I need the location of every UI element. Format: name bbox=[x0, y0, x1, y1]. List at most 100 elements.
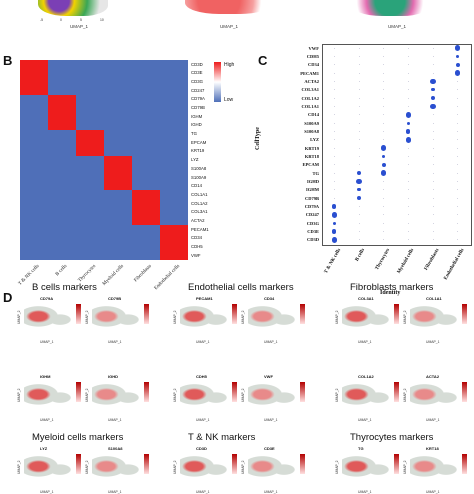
heatmap-row-label: CD79B bbox=[191, 104, 205, 110]
feature-plot-xlabel: UMAP_1 bbox=[426, 418, 440, 422]
feature-plot-xlabel: UMAP_1 bbox=[358, 490, 372, 494]
feature-plot-xlabel: UMAP_1 bbox=[426, 340, 440, 344]
dotplot-dot bbox=[358, 106, 360, 107]
heatmap-row-label: CD247 bbox=[191, 87, 205, 93]
feature-plot-umap bbox=[248, 452, 296, 484]
dotplot-dot bbox=[333, 47, 335, 49]
dotplot-dot bbox=[358, 239, 360, 241]
dotplot-dot bbox=[430, 103, 436, 110]
dotplot-dot bbox=[382, 154, 386, 159]
feature-plot-gene-label: IGHD bbox=[108, 374, 118, 379]
feature-plot-umap bbox=[410, 380, 458, 412]
dotplot-dot bbox=[333, 139, 335, 141]
feature-plot-umap bbox=[342, 452, 390, 484]
dotplot-dot bbox=[407, 189, 409, 191]
dotplot-dot bbox=[407, 89, 409, 91]
dotplot-dot bbox=[407, 64, 409, 66]
feature-plot-colorbar bbox=[394, 454, 399, 474]
dotplot-dot bbox=[380, 145, 387, 151]
heatmap-legend-low: Low bbox=[224, 97, 234, 103]
dotplot-dot bbox=[407, 222, 409, 224]
feature-plot-umap bbox=[248, 302, 296, 334]
umap-group-thumb bbox=[350, 0, 430, 16]
dotplot-dot bbox=[457, 81, 459, 82]
dotplot-gene-label: COL1A2 bbox=[301, 95, 319, 101]
heatmap-row-label: VWF bbox=[191, 252, 201, 258]
heatmap-high-block bbox=[48, 94, 76, 130]
dotplot-dot bbox=[358, 122, 360, 124]
feature-plot-gene-label: TG bbox=[358, 446, 364, 451]
dotplot-dot bbox=[432, 47, 434, 49]
dotplot-dot bbox=[358, 89, 360, 91]
feature-plot-colorbar bbox=[232, 382, 237, 402]
heatmap-row-label: IGHM bbox=[191, 113, 203, 119]
dotplot-dot bbox=[455, 62, 460, 67]
dotplot-dot bbox=[358, 97, 360, 99]
heatmap-row-label: COL1A2 bbox=[191, 200, 208, 206]
dotplot-dot bbox=[457, 139, 459, 141]
feature-plot-umap bbox=[92, 380, 140, 412]
heatmap-row-label: ACTA2 bbox=[191, 218, 205, 224]
dotplot-gene-label: CD3E bbox=[307, 228, 319, 234]
feature-plot-xlabel: UMAP_1 bbox=[358, 418, 372, 422]
dotplot-gene-label: CD3G bbox=[306, 220, 319, 226]
heatmap-legend-high: High bbox=[224, 62, 235, 68]
dotplot-dot bbox=[457, 122, 459, 124]
dotplot-dot bbox=[432, 114, 434, 116]
dotplot-dot bbox=[432, 172, 434, 174]
dotplot-dot bbox=[405, 137, 412, 143]
dotplot-dot bbox=[432, 189, 434, 191]
dotplot-dot bbox=[333, 164, 335, 166]
dotplot-dot bbox=[432, 156, 434, 157]
feature-plot-xlabel: UMAP_1 bbox=[196, 418, 210, 422]
dotplot-dot bbox=[333, 197, 335, 199]
dotplot-dot bbox=[383, 106, 385, 107]
dotplot-dot bbox=[358, 206, 360, 207]
feature-plot-colorbar bbox=[300, 382, 305, 402]
heatmap-high-block bbox=[76, 129, 104, 156]
heatmap-row-label: CD3D bbox=[191, 61, 203, 67]
dotplot-identity-label: B cells bbox=[355, 248, 367, 263]
marker-group-title: Thyrocytes markers bbox=[350, 432, 434, 443]
dotplot-dot bbox=[331, 212, 338, 218]
dotplot-dot bbox=[457, 147, 459, 149]
dotplot-dot bbox=[407, 81, 409, 82]
heatmap-column-label: Thyrocytes bbox=[77, 264, 97, 284]
feature-plot-gene-label: PECAM1 bbox=[196, 296, 213, 301]
feature-plot-colorbar bbox=[76, 454, 81, 474]
heatmap-high-block bbox=[132, 190, 160, 226]
dotplot-gene-label: KRT19 bbox=[304, 145, 319, 151]
dotplot-gene-label: EPCAM bbox=[302, 162, 320, 168]
dotplot-dot bbox=[407, 197, 409, 199]
dotplot-dot bbox=[380, 170, 387, 176]
dotplot-dot bbox=[333, 172, 335, 174]
heatmap-column-label: B cells bbox=[55, 264, 69, 278]
feature-plot-xlabel: UMAP_1 bbox=[108, 418, 122, 422]
feature-plot-ylabel: UMAP_2 bbox=[17, 460, 21, 474]
marker-group-title: T & NK markers bbox=[188, 432, 256, 443]
feature-plot-ylabel: UMAP_2 bbox=[241, 388, 245, 402]
dotplot-dot bbox=[381, 162, 386, 167]
marker-group-title: Fibroblasts markers bbox=[350, 282, 434, 293]
heatmap-high-block bbox=[20, 60, 48, 95]
top-xlabel-2: UMAP_1 bbox=[220, 24, 239, 29]
feature-plot-gene-label: IGHM bbox=[40, 374, 51, 379]
feature-plot-colorbar bbox=[144, 304, 149, 324]
dotplot-dot bbox=[432, 239, 434, 241]
dotplot-dot bbox=[432, 222, 434, 224]
dotplot-dot bbox=[407, 164, 409, 166]
dotplot-dot bbox=[333, 189, 335, 191]
heatmap-row-label: LYZ bbox=[191, 157, 199, 163]
feature-plot-xlabel: UMAP_1 bbox=[108, 340, 122, 344]
heatmap-high-block bbox=[104, 155, 132, 191]
heatmap-column-label: Fibroblasts bbox=[133, 264, 153, 284]
feature-plot-colorbar bbox=[232, 304, 237, 324]
dotplot-dot bbox=[407, 56, 409, 57]
feature-plot-colorbar bbox=[394, 382, 399, 402]
feature-plot-gene-label: CD79B bbox=[108, 296, 122, 301]
dotplot-dot bbox=[430, 96, 436, 101]
feature-plot-gene-label: S100A8 bbox=[108, 446, 123, 451]
dotplot-dot bbox=[432, 214, 434, 216]
dotplot-gene-label: CD34 bbox=[308, 62, 319, 68]
dotplot-dot bbox=[407, 239, 409, 241]
